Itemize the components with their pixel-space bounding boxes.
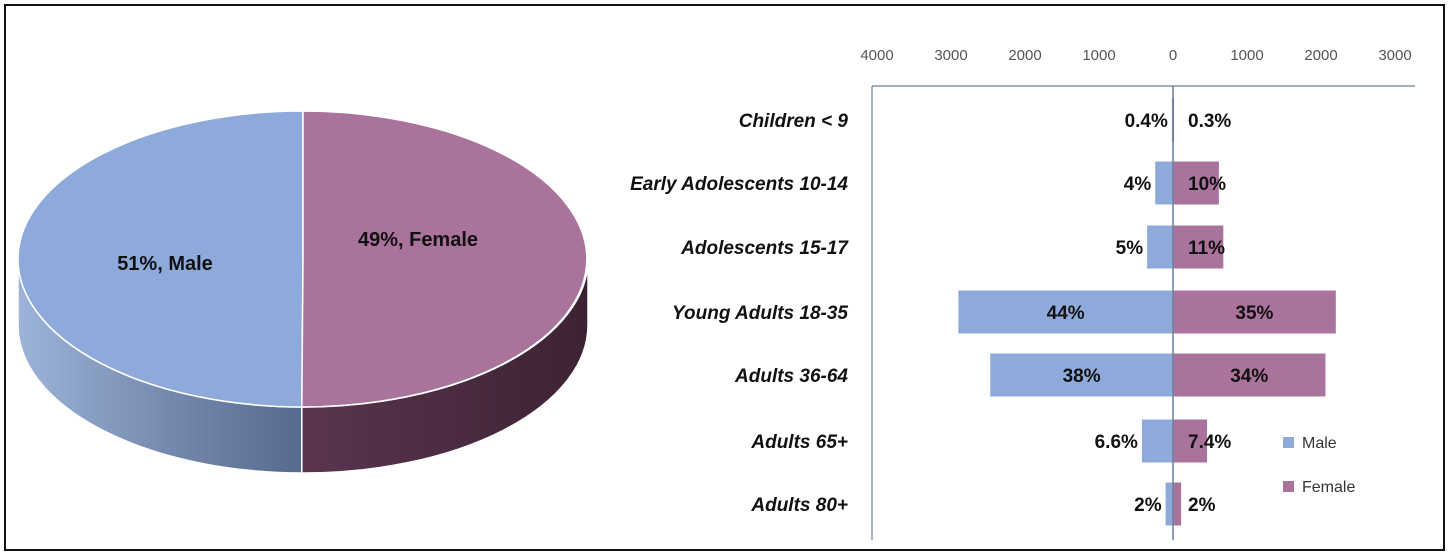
legend-swatch-female bbox=[1283, 481, 1294, 492]
bar-male bbox=[1155, 161, 1173, 205]
data-label-male: 0.4% bbox=[1125, 111, 1168, 132]
category-label: Adults 36-64 bbox=[734, 366, 848, 387]
category-label: Early Adolescents 10-14 bbox=[630, 174, 848, 195]
data-label-male: 4% bbox=[1124, 174, 1152, 195]
data-label-male: 38% bbox=[1063, 366, 1101, 387]
x-tick-label: 2000 bbox=[1304, 47, 1337, 64]
data-label-female: 0.3% bbox=[1188, 111, 1231, 132]
data-label-male: 44% bbox=[1047, 303, 1085, 324]
data-label-female: 10% bbox=[1188, 174, 1226, 195]
bar-male bbox=[958, 290, 1173, 334]
x-tick-label: 2000 bbox=[1008, 47, 1041, 64]
pie-label-female: 49%, Female bbox=[358, 229, 478, 251]
bar-male bbox=[1141, 419, 1173, 463]
legend-label-male: Male bbox=[1302, 435, 1337, 452]
legend-swatch-male bbox=[1283, 437, 1294, 448]
data-label-male: 5% bbox=[1116, 238, 1144, 259]
data-label-female: 11% bbox=[1188, 238, 1225, 259]
data-label-female: 2% bbox=[1188, 495, 1216, 516]
bar-female bbox=[1173, 161, 1219, 205]
x-tick-label: 0 bbox=[1169, 47, 1177, 64]
data-label-male: 2% bbox=[1134, 495, 1162, 516]
x-tick-label: 1000 bbox=[1082, 47, 1115, 64]
bar-male bbox=[1165, 482, 1173, 526]
category-label: Children < 9 bbox=[739, 111, 849, 132]
bar-female bbox=[1173, 225, 1224, 269]
data-label-female: 34% bbox=[1230, 366, 1268, 387]
bar-male bbox=[1147, 225, 1173, 269]
x-tick-label: 4000 bbox=[860, 47, 893, 64]
data-label-female: 7.4% bbox=[1188, 432, 1231, 453]
bar-female bbox=[1173, 419, 1208, 463]
category-label: Adults 80+ bbox=[750, 495, 848, 516]
category-label: Young Adults 18-35 bbox=[672, 303, 848, 324]
bar-female bbox=[1173, 353, 1326, 397]
legend-label-female: Female bbox=[1302, 479, 1355, 496]
category-label: Adolescents 15-17 bbox=[680, 238, 849, 259]
data-label-female: 35% bbox=[1235, 303, 1273, 324]
x-tick-label: 3000 bbox=[934, 47, 967, 64]
bar-male bbox=[990, 353, 1173, 397]
pie-slice-female bbox=[301, 110, 588, 408]
pie-label-male: 51%, Male bbox=[117, 253, 213, 275]
x-tick-label: 1000 bbox=[1230, 47, 1263, 64]
category-label: Adults 65+ bbox=[750, 432, 848, 453]
pie-chart: 51%, Male 49%, Female bbox=[17, 110, 589, 474]
pyramid-bar-chart: 4000 3000 2000 1000 0 1000 2000 3000 Children < … bbox=[630, 47, 1415, 540]
bar-female bbox=[1173, 482, 1182, 526]
x-tick-label: 3000 bbox=[1378, 47, 1411, 64]
pie-slice-male bbox=[17, 110, 304, 408]
bar-female bbox=[1173, 290, 1336, 334]
data-label-male: 6.6% bbox=[1095, 432, 1138, 453]
